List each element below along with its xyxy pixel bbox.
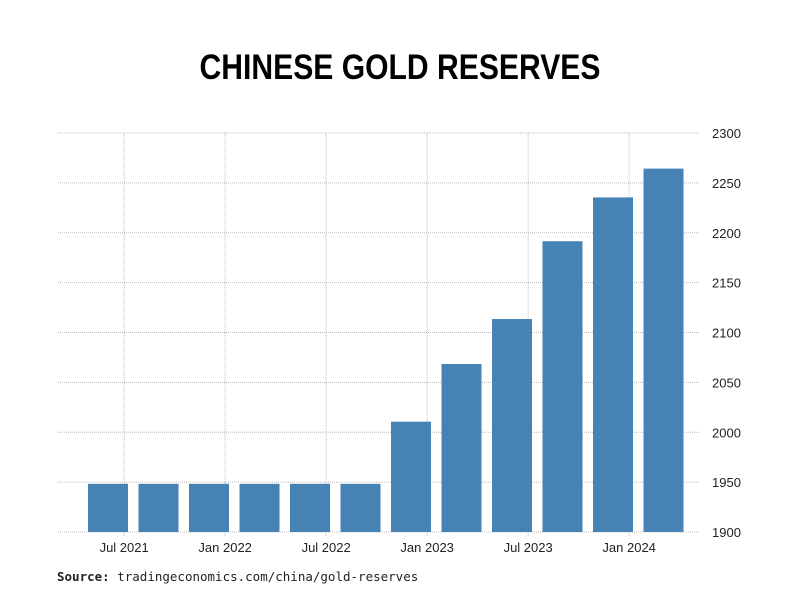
bar-q4-2023 <box>593 197 633 532</box>
bar-q3-2021 <box>138 483 179 532</box>
x-tick-label: Jul 2021 <box>100 540 149 555</box>
y-tick-label: 2300 <box>712 126 741 141</box>
x-tick-label: Jul 2023 <box>504 540 553 555</box>
y-tick-label: 2050 <box>712 375 741 390</box>
bar-q1-2022 <box>239 483 280 532</box>
y-tick-label: 1900 <box>712 525 741 540</box>
y-tick-label: 2250 <box>712 176 741 191</box>
y-tick-label: 2000 <box>712 425 741 440</box>
bar-q2-2023 <box>492 319 532 532</box>
x-tick-label: Jan 2024 <box>602 540 656 555</box>
y-tick-label: 2100 <box>712 326 741 341</box>
source-label: Source: <box>57 569 110 584</box>
x-tick-label: Jan 2022 <box>198 540 252 555</box>
bar-q2-2022 <box>290 483 330 532</box>
y-tick-label: 2200 <box>712 226 741 241</box>
bar-q3-2023 <box>542 241 583 532</box>
y-tick-label: 2150 <box>712 276 741 291</box>
bar-q3-2022 <box>340 483 381 532</box>
x-tick-label: Jan 2023 <box>400 540 454 555</box>
bar-q4-2021 <box>189 483 229 532</box>
bar-q2-2021 <box>88 483 128 532</box>
x-tick-label: Jul 2022 <box>302 540 351 555</box>
y-tick-label: 1950 <box>712 475 741 490</box>
source-note: Source: tradingeconomics.com/china/gold-… <box>57 569 418 584</box>
bar-q1-2023 <box>441 364 482 532</box>
bar-q1-2024 <box>643 168 684 532</box>
chart-title: CHINESE GOLD RESERVES <box>199 48 601 87</box>
bar-q4-2022 <box>391 421 431 532</box>
source-url[interactable]: tradingeconomics.com/china/gold-reserves <box>117 569 419 584</box>
